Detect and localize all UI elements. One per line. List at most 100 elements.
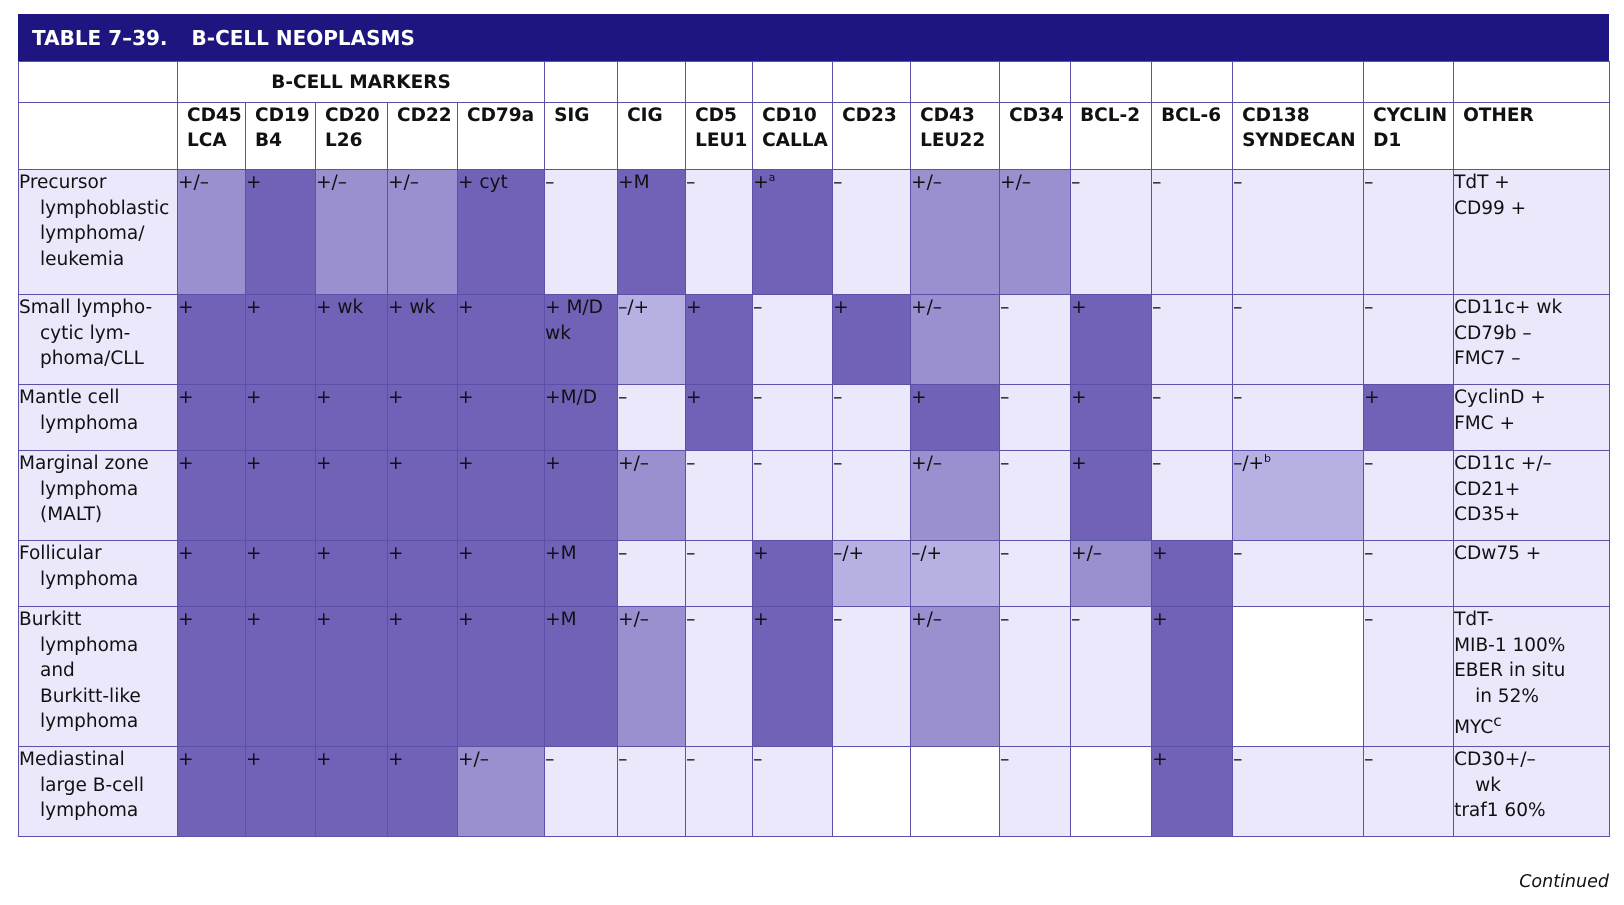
- marker-value: +/–: [618, 453, 650, 474]
- other-cell: CDw75 +: [1453, 540, 1611, 607]
- column-header: BCL-6: [1151, 102, 1234, 170]
- marker-value: +: [753, 609, 769, 630]
- marker-value: –/+: [911, 543, 943, 564]
- marker-value: –: [833, 453, 843, 474]
- column-header-line: LEU1: [695, 130, 748, 151]
- other-line: CD35+: [1454, 504, 1521, 525]
- marker-cell: +: [245, 746, 316, 837]
- column-header: CD138 SYNDECAN: [1232, 102, 1365, 170]
- row-label-line: and: [40, 660, 75, 681]
- marker-value: +a: [753, 171, 776, 193]
- other-cell: CD11c +/– CD21+ CD35+: [1453, 450, 1611, 541]
- marker-value: –: [1071, 609, 1081, 630]
- row-label-line: Burkitt: [19, 609, 82, 630]
- marker-value: +: [316, 543, 332, 564]
- marker-cell: +: [245, 384, 316, 451]
- marker-value: +: [1071, 297, 1087, 318]
- marker-value: –: [545, 172, 555, 193]
- marker-value: –/+: [618, 297, 650, 318]
- marker-value: –: [618, 749, 628, 770]
- footnote-marker: b: [1264, 452, 1272, 465]
- marker-cell: +: [315, 606, 388, 747]
- column-header: CD79a: [456, 102, 546, 170]
- marker-cell: +: [1070, 384, 1153, 451]
- marker-cell: + wk: [387, 294, 458, 385]
- other-cell: CyclinD + FMC +: [1453, 384, 1611, 451]
- marker-value: –: [1000, 749, 1010, 770]
- marker-value: +: [178, 297, 194, 318]
- row-label-line: Precursor: [19, 172, 107, 193]
- column-header: CD10 CALLA: [752, 102, 834, 170]
- column-header-row: CD45 LCA CD19 B4 CD20 L26 CD22 CD79a SIG CIG CD5 LE…: [18, 102, 1611, 170]
- marker-cell: +: [910, 384, 1001, 451]
- column-header: CD23: [832, 102, 912, 170]
- marker-value: –: [833, 172, 843, 193]
- table-row: Burkitt lymphoma and Burkitt-like lymphoma + +…: [18, 606, 1611, 747]
- row-label: Burkitt lymphoma and Burkitt-like lymphoma: [18, 606, 178, 747]
- marker-value: + wk: [316, 297, 364, 318]
- marker-cell: [832, 746, 912, 837]
- marker-value: +/–: [911, 453, 943, 474]
- marker-value: +/–: [618, 609, 650, 630]
- marker-cell: +: [177, 746, 246, 837]
- marker-cell: –/+: [910, 540, 1001, 607]
- marker-cell: –: [617, 746, 687, 837]
- marker-value-line2: wk: [545, 322, 571, 344]
- marker-value: +: [178, 543, 194, 564]
- column-header-line: L26: [325, 130, 363, 151]
- other-cell: TdT + CD99 +: [1453, 169, 1611, 295]
- marker-value: +: [246, 453, 262, 474]
- marker-value: +/–: [458, 749, 489, 770]
- marker-value: +M: [545, 609, 577, 630]
- marker-cell: +: [752, 606, 834, 747]
- table-number: TABLE 7–39.: [32, 25, 168, 50]
- marker-cell: –: [752, 294, 834, 385]
- table-row: Small lympho-cytic lym-phoma/CLL + + + wk + …: [18, 294, 1611, 385]
- marker-cell: +: [245, 294, 316, 385]
- other-line: FMC +: [1454, 412, 1515, 434]
- marker-cell: +: [1070, 450, 1153, 541]
- marker-cell: +: [387, 450, 458, 541]
- marker-cell: –: [1151, 294, 1234, 385]
- marker-value: –: [1233, 297, 1243, 318]
- marker-cell: +/–: [910, 450, 1001, 541]
- marker-cell: +: [1151, 606, 1234, 747]
- marker-cell: –: [1232, 169, 1365, 295]
- marker-cell: –: [1363, 169, 1455, 295]
- marker-value: +: [458, 609, 474, 630]
- b-cell-markers-header: B-CELL MARKERS: [176, 61, 546, 103]
- marker-value: –: [1364, 453, 1374, 474]
- marker-cell: –: [999, 746, 1072, 837]
- column-header: SIG: [544, 102, 619, 170]
- marker-value: +: [316, 609, 332, 630]
- column-header-line: CD5: [695, 105, 737, 126]
- marker-cell: –: [1363, 746, 1455, 837]
- marker-value: +: [178, 609, 194, 630]
- marker-cell: +: [315, 746, 388, 837]
- marker-value: –: [545, 749, 555, 770]
- row-label: Precursor lymphoblastic lymphoma/leukemia: [18, 169, 178, 295]
- marker-value: +/–: [911, 172, 943, 193]
- marker-cell: +: [1151, 746, 1234, 837]
- column-header: CD20 L26: [315, 102, 388, 170]
- other-line: TdT +: [1454, 172, 1510, 193]
- marker-cell: +/–: [315, 169, 388, 295]
- row-label-line: lymphoma: [40, 634, 139, 656]
- marker-cell: –: [685, 746, 754, 837]
- marker-value: –: [833, 609, 843, 630]
- marker-cell: –: [832, 169, 912, 295]
- column-header: CYCLIN D1: [1363, 102, 1455, 170]
- row-label-line: lymphoblastic: [40, 197, 170, 219]
- other-line: traf1 60%: [1454, 800, 1546, 821]
- row-label-line: cytic lym-: [40, 322, 131, 344]
- marker-value: + cyt: [458, 172, 508, 193]
- row-label-header: [18, 102, 178, 170]
- marker-value: +: [388, 453, 404, 474]
- marker-cell: +: [685, 294, 754, 385]
- marker-cell: –: [1363, 606, 1455, 747]
- marker-cell: + M/D wk: [544, 294, 619, 385]
- marker-value: +: [1152, 749, 1168, 770]
- marker-cell: –: [1151, 384, 1234, 451]
- footnote-marker: a: [768, 171, 776, 184]
- table-row: Mediastinal large B-cell lymphoma + + + + +/– – –…: [18, 746, 1611, 837]
